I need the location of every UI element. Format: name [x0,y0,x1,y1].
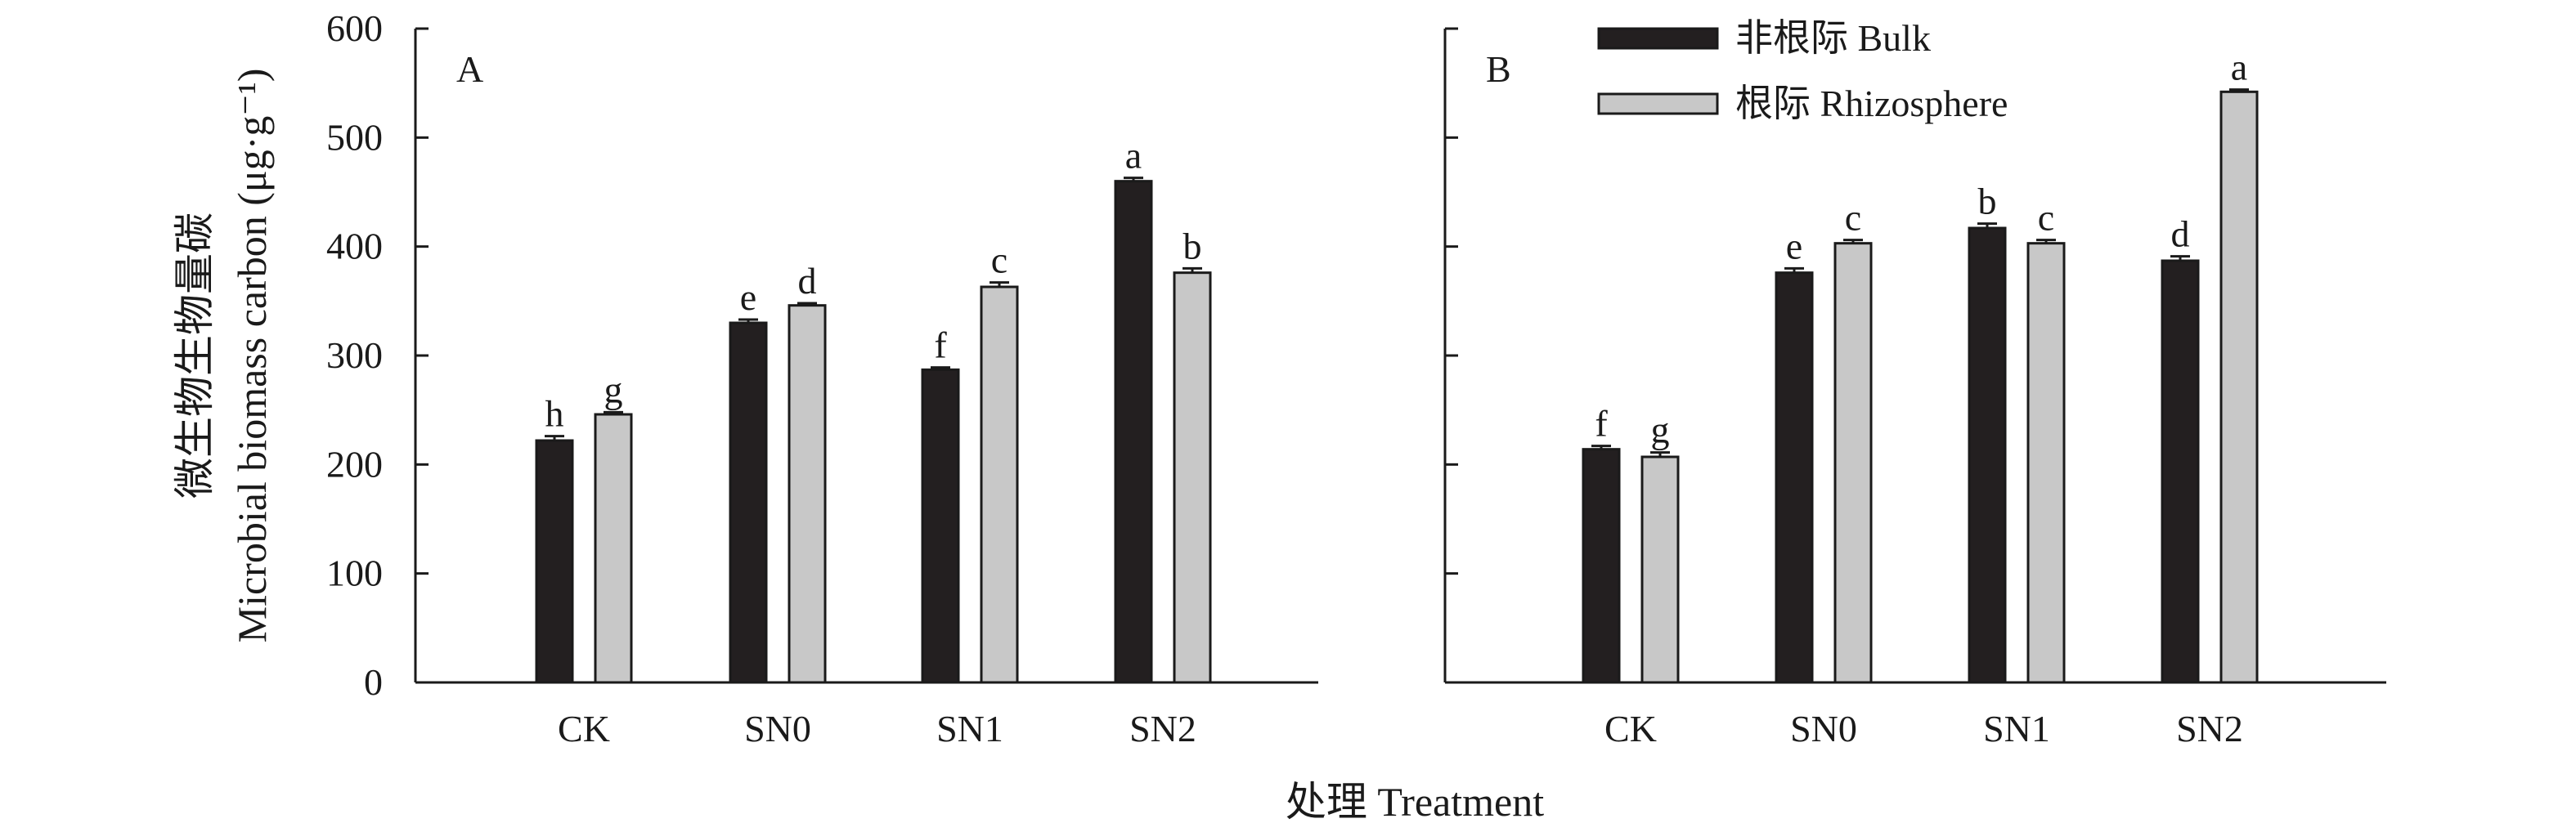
significance-letter: g [604,369,623,410]
legend: 非根际 Bulk 根际 Rhizosphere [1597,17,2008,124]
bar-rhizosphere-sn2 [2219,90,2259,684]
y-tick-label: 300 [326,334,383,376]
y-tick-label: 600 [326,7,383,49]
x-tick-label: SN1 [936,708,1003,749]
x-tick-label: CK [1604,708,1657,749]
x-tick-label: SN0 [744,708,811,749]
x-tick-label: CK [558,708,610,749]
significance-letter: f [934,324,947,366]
x-axis-title: 处理 Treatment [1286,779,1544,825]
bar-bulk-ck [1582,448,1621,684]
error-bar [931,366,950,370]
error-bar [1784,266,1804,273]
bar-rhizosphere-ck [1640,455,1680,684]
bar-rhizosphere-sn2 [1173,271,1212,684]
bar-bulk-sn2 [1114,180,1153,684]
significance-letter: d [2171,213,2190,255]
error-bar [738,318,758,323]
legend-swatch [1597,27,1719,50]
bar-rhizosphere-sn1 [980,285,1019,684]
error-bar [2170,255,2190,261]
significance-letter: e [740,276,756,318]
bar-bulk-ck [535,439,574,684]
error-bar [797,302,817,306]
significance-letter: c [2038,197,2054,239]
error-bar [1650,451,1670,457]
panel-b: B CK SN0 SN1 SN2 f e b d g c c a [1443,27,2386,749]
bar-bulk-sn0 [1775,271,1814,684]
error-bar [1183,266,1202,273]
bar-bulk-sn1 [1968,226,2007,684]
significance-letter: b [1978,181,1997,222]
bar-rhizosphere-sn1 [2026,242,2066,684]
legend-label: 非根际 Bulk [1735,17,1931,59]
error-bar [1591,445,1611,450]
error-bar [2036,239,2056,244]
error-bar [604,410,623,414]
bar-rhizosphere-sn0 [788,304,827,684]
bar-bulk-sn0 [729,321,768,684]
x-tick-label: SN2 [2176,708,2243,749]
panel-label: B [1486,48,1511,90]
error-bar [1977,222,1997,228]
y-tick-label: 400 [326,226,383,267]
error-bar [990,281,1009,287]
significance-letter: a [1125,135,1142,177]
y-tick-label: 100 [326,552,383,594]
significance-letter: f [1595,403,1608,445]
x-tick-label: SN0 [1790,708,1857,749]
significance-letter: a [2231,47,2247,88]
x-tick-label: SN1 [1983,708,2050,749]
significance-letter: c [991,239,1008,281]
bar-bulk-sn2 [2161,259,2200,684]
significance-letter: b [1183,225,1202,266]
error-bar [1843,239,1863,244]
error-bar [1124,177,1143,181]
bar-rhizosphere-sn0 [1833,242,1873,684]
legend-label: 根际 Rhizosphere [1735,83,2008,124]
panel-label: A [456,48,483,90]
significance-letter: g [1651,409,1670,451]
significance-letter: c [1845,197,1861,239]
bar-rhizosphere-ck [594,413,633,684]
significance-letter: d [798,260,817,302]
panel-a: 0 100 200 300 400 500 600 A CK SN0 SN1 SN2 h e f a g d c b [326,7,1318,749]
y-axis-title-chinese: 微生物生物量碳 [172,212,218,499]
significance-letter: h [545,393,564,435]
x-tick-label: SN2 [1129,708,1196,749]
error-bar [545,435,564,441]
y-axis-title-english: Microbial biomass carbon (μg·g⁻¹) [229,69,275,643]
y-tick-label: 0 [364,661,383,703]
bar-bulk-sn1 [921,368,960,684]
significance-letter: e [1786,225,1802,266]
y-tick-label: 200 [326,443,383,485]
error-bar [2229,88,2249,92]
legend-swatch [1597,92,1719,115]
y-tick-label: 500 [326,116,383,158]
